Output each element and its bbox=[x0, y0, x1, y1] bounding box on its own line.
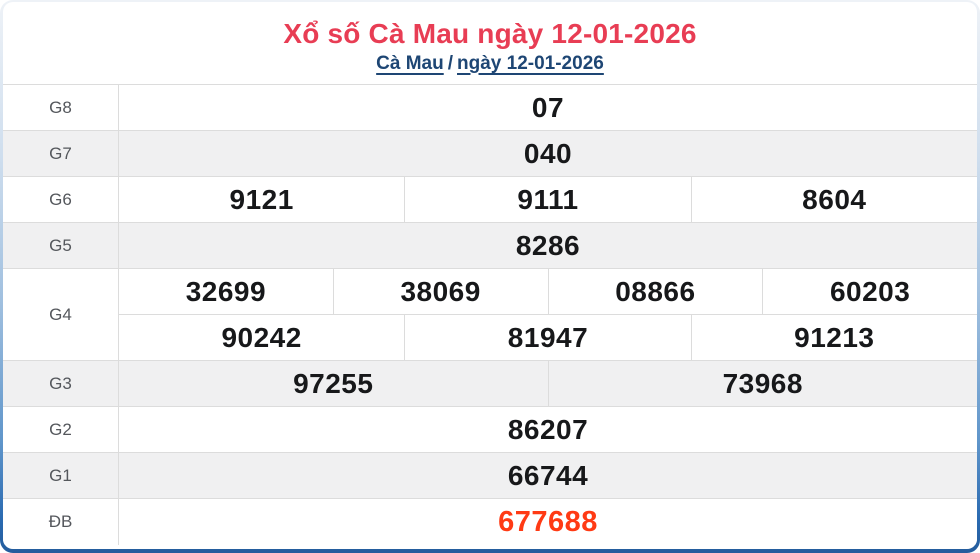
prize-row-g5: G5 8286 bbox=[3, 223, 977, 269]
prize-number: 32699 bbox=[185, 275, 267, 307]
prize-number: 9121 bbox=[229, 183, 294, 215]
results-table: G8 07 G7 040 G6 9121 9111 8604 bbox=[3, 85, 977, 549]
prize-label-g7: G7 bbox=[3, 131, 119, 176]
prize-number: 91213 bbox=[690, 315, 977, 360]
prize-label-g4: G4 bbox=[3, 269, 119, 360]
prize-number: 8286 bbox=[515, 229, 581, 261]
prize-label-g3: G3 bbox=[3, 361, 119, 406]
prize-label-g6: G6 bbox=[3, 177, 119, 222]
prize-row-g4-line2: 90242 81947 91213 bbox=[119, 314, 977, 360]
prize-label-g5: G5 bbox=[3, 223, 119, 268]
prize-label-db: ĐB bbox=[3, 499, 119, 545]
prize-row-g4-line1: 32699 38069 08866 60203 bbox=[119, 269, 977, 314]
page-title: Xổ số Cà Mau ngày 12-01-2026 bbox=[283, 17, 697, 49]
lottery-result-card: Xổ số Cà Mau ngày 12-01-2026 Cà Mau / ngày… bbox=[3, 2, 977, 549]
breadcrumb-date-link[interactable]: ngày 12-01-2026 bbox=[457, 52, 604, 74]
prize-number: 38069 bbox=[332, 269, 548, 314]
prize-number: 040 bbox=[523, 137, 573, 169]
prize-row-g4: G4 32699 38069 08866 60203 90242 81947 9… bbox=[3, 269, 977, 361]
breadcrumb-separator: / bbox=[447, 52, 454, 74]
prize-number: 07 bbox=[531, 91, 565, 123]
special-prize-number: 677688 bbox=[498, 505, 598, 538]
prize-number: 08866 bbox=[547, 269, 763, 314]
prize-number: 8604 bbox=[690, 177, 977, 222]
prize-label-g1: G1 bbox=[3, 453, 119, 498]
prize-row-db: ĐB 677688 bbox=[3, 499, 977, 545]
prize-number: 97255 bbox=[293, 367, 374, 399]
prize-number: 60203 bbox=[762, 269, 977, 314]
prize-number: 90242 bbox=[221, 321, 302, 353]
breadcrumb-province-link[interactable]: Cà Mau bbox=[376, 52, 444, 74]
prize-number: 73968 bbox=[547, 361, 978, 406]
prize-number: 66744 bbox=[507, 459, 589, 491]
prize-number: 81947 bbox=[404, 315, 690, 360]
prize-number: 86207 bbox=[507, 413, 589, 445]
prize-row-g1: G1 66744 bbox=[3, 453, 977, 499]
prize-row-g3: G3 97255 73968 bbox=[3, 361, 977, 407]
prize-row-g6: G6 9121 9111 8604 bbox=[3, 177, 977, 223]
prize-row-g8: G8 07 bbox=[3, 85, 977, 131]
prize-label-g2: G2 bbox=[3, 407, 119, 452]
breadcrumb: Cà Mau / ngày 12-01-2026 bbox=[376, 53, 604, 75]
prize-row-g2: G2 86207 bbox=[3, 407, 977, 453]
prize-row-g7: G7 040 bbox=[3, 131, 977, 177]
prize-label-g8: G8 bbox=[3, 85, 119, 130]
result-header: Xổ số Cà Mau ngày 12-01-2026 Cà Mau / ngày… bbox=[3, 2, 977, 85]
prize-number: 9111 bbox=[404, 177, 690, 222]
